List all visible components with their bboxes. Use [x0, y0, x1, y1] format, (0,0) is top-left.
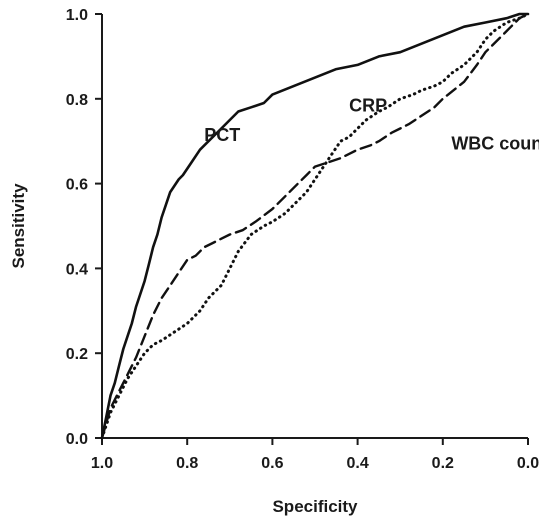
x-tick-label: 0.6 — [261, 455, 283, 472]
series-label: CRP — [349, 96, 387, 116]
x-tick-label: 0.2 — [432, 455, 454, 472]
series-label: PCT — [204, 125, 240, 145]
x-tick-label: 0.0 — [517, 455, 539, 472]
series-line-wbc-count — [100, 12, 530, 440]
y-tick-label: 1.0 — [66, 7, 88, 24]
series-label: WBC count — [451, 134, 539, 154]
x-tick-label: 1.0 — [91, 455, 113, 472]
y-tick-label: 0.0 — [66, 431, 88, 448]
x-tick-label: 0.4 — [346, 455, 368, 472]
y-tick-label: 0.6 — [66, 177, 88, 194]
annotation-group: PCT CRP WBC count — [204, 96, 539, 154]
x-ticks: 1.0 0.8 0.6 0.4 0.2 0.0 — [91, 438, 539, 472]
y-ticks: 0.0 0.2 0.4 0.6 0.8 1.0 — [66, 7, 102, 448]
y-tick-label: 0.8 — [66, 92, 88, 109]
series-line-crp — [100, 12, 530, 440]
y-tick-label: 0.2 — [66, 346, 88, 363]
x-axis-title: Specificity — [272, 497, 358, 516]
series-line-pct — [100, 12, 530, 440]
y-axis-title: Sensitivity — [9, 183, 28, 269]
y-tick-label: 0.4 — [66, 261, 88, 278]
axes — [101, 14, 528, 439]
x-tick-label: 0.8 — [176, 455, 198, 472]
series-group — [100, 12, 530, 440]
